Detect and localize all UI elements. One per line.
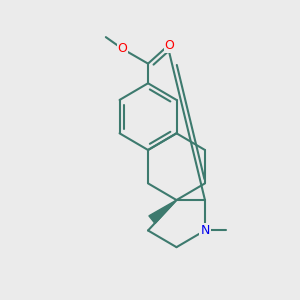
Polygon shape (149, 200, 176, 224)
Text: N: N (200, 224, 210, 237)
Text: O: O (165, 40, 175, 52)
Text: O: O (118, 42, 128, 56)
